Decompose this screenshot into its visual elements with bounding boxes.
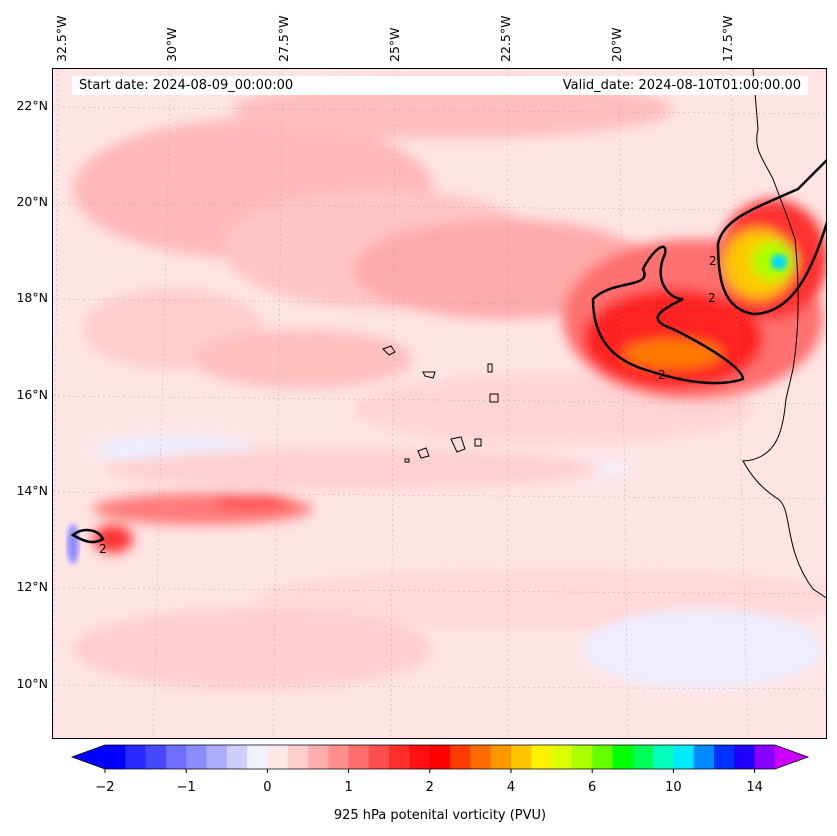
- colorbar-segment: [612, 745, 634, 769]
- colorbar-tick-label: 0: [263, 780, 272, 795]
- lon-tick: 27.5°W: [276, 15, 291, 62]
- colorbar-segment: [531, 745, 553, 769]
- colorbar-segment: [247, 745, 268, 769]
- colorbar-segment: [186, 745, 207, 769]
- colorbar-tick-label: 6: [588, 780, 597, 795]
- colorbar-segment: [734, 745, 756, 769]
- colorbar-segment: [470, 745, 492, 769]
- lon-tick: 22.5°W: [498, 15, 513, 62]
- colorbar-tick-label: 4: [506, 780, 516, 795]
- colorbar-label: 925 hPa potenital vorticity (PVU): [333, 808, 547, 823]
- lon-tick: 20°W: [609, 27, 624, 62]
- colorbar-segment: [490, 745, 512, 769]
- colorbar-tick-label: 10: [665, 780, 682, 795]
- colorbar-segment: [165, 745, 187, 769]
- lon-tick: 17.5°W: [720, 15, 735, 62]
- date-banner: Start date: 2024-08-09_00:00:00 Valid_da…: [72, 76, 808, 95]
- colorbar-tick-label: −2: [95, 780, 115, 795]
- lon-tick: 25°W: [387, 27, 402, 62]
- contour-label: 2: [708, 291, 716, 305]
- colorbar-segment: [653, 745, 674, 769]
- colorbar-segment: [714, 745, 735, 769]
- colorbar-segment: [450, 745, 471, 769]
- colorbar-segment: [145, 745, 167, 769]
- colorbar-segment: [511, 745, 532, 769]
- colorbar-segment: [226, 745, 248, 769]
- lon-tick: 32.5°W: [54, 15, 69, 62]
- lat-tick: 16°N: [16, 387, 48, 402]
- lat-tick: 14°N: [16, 483, 48, 498]
- colorbar-segment: [754, 745, 776, 769]
- contour-label: 2: [709, 254, 717, 268]
- colorbar-segment: [267, 745, 289, 769]
- colorbar-segment: [409, 745, 431, 769]
- colorbar-segment: [105, 745, 126, 769]
- colorbar-segment: [368, 745, 390, 769]
- start-date: Start date: 2024-08-09_00:00:00: [79, 78, 294, 93]
- colorbar-segment: [693, 745, 715, 769]
- colorbar-segment: [551, 745, 573, 769]
- colorbar-tick-label: 2: [425, 780, 434, 795]
- colorbar-segment: [348, 745, 370, 769]
- colorbar-segment: [632, 745, 654, 769]
- colorbar-extend-min: [72, 745, 105, 769]
- lon-tick: 30°W: [164, 27, 179, 62]
- colorbar-segment: [206, 745, 228, 769]
- lat-tick: 22°N: [16, 98, 48, 113]
- colorbar-segment: [389, 745, 410, 769]
- colorbar-segment: [287, 745, 309, 769]
- contour-label: 2: [658, 368, 666, 382]
- lat-tick: 20°N: [16, 194, 48, 209]
- colorbar-tick-label: 1: [344, 780, 353, 795]
- contour-label: 2: [99, 542, 107, 556]
- map-panel: 2 2 2 2: [52, 68, 827, 739]
- colorbar: [70, 744, 810, 773]
- colorbar-segment: [328, 745, 350, 769]
- colorbar-tick-label: −1: [176, 780, 196, 795]
- colorbar-segment: [125, 745, 147, 769]
- valid-date: Valid_date: 2024-08-10T01:00:00.00: [562, 78, 801, 93]
- colorbar-segment: [673, 745, 695, 769]
- colorbar-tick-label: 14: [746, 780, 763, 795]
- colorbar-segment: [592, 745, 613, 769]
- lat-tick: 10°N: [16, 676, 48, 691]
- colorbar-segment: [308, 745, 329, 769]
- colorbar-segment: [429, 745, 451, 769]
- pv-field-map: 2 2 2 2: [53, 69, 826, 738]
- lat-tick: 12°N: [16, 579, 48, 594]
- colorbar-segment: [571, 745, 593, 769]
- colorbar-extend-max: [774, 745, 808, 769]
- lat-tick: 18°N: [16, 290, 48, 305]
